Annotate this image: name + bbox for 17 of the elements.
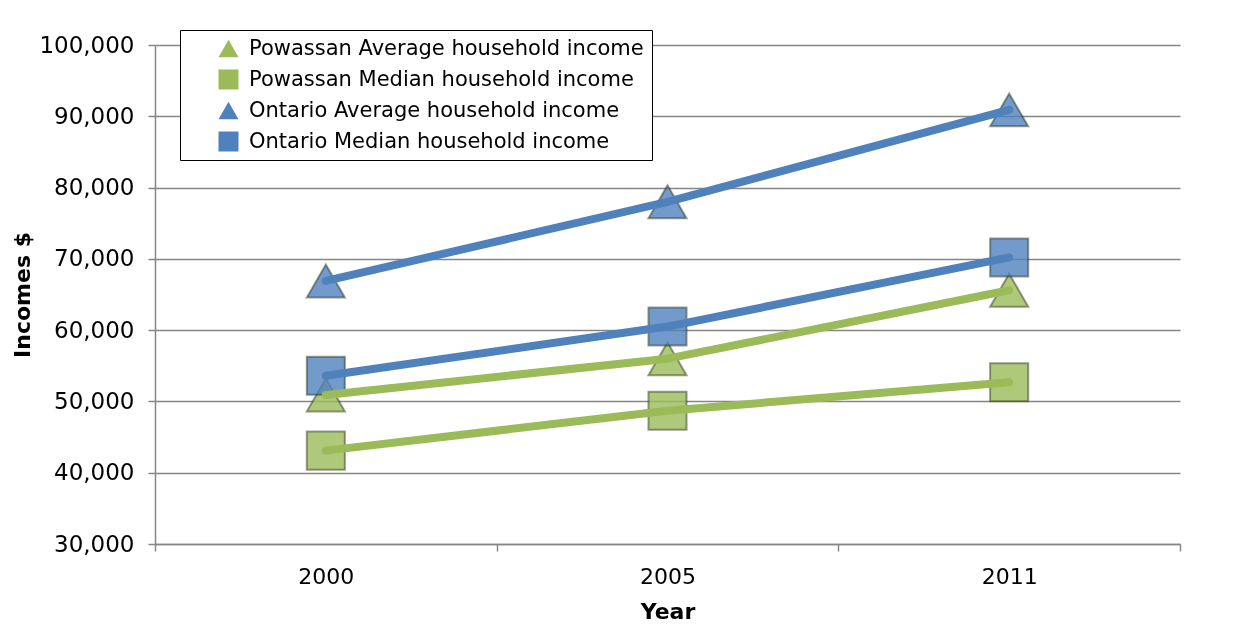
- y-tick-label: 30,000: [54, 530, 135, 557]
- y-tick-label: 90,000: [54, 102, 135, 129]
- y-tick-label: 60,000: [54, 316, 135, 343]
- x-axis-title: Year: [639, 598, 696, 624]
- y-tick-label: 70,000: [54, 245, 135, 272]
- x-tick-label: 2005: [640, 563, 696, 589]
- legend-label: Powassan Average household income: [249, 35, 644, 60]
- y-tick-label: 40,000: [54, 459, 135, 486]
- x-tick-label: 2000: [298, 563, 355, 589]
- y-tick-label: 100,000: [39, 31, 135, 58]
- legend-label: Powassan Median household income: [249, 66, 634, 91]
- x-tick-label: 2011: [981, 563, 1038, 589]
- legend-label: Ontario Average household income: [249, 97, 620, 122]
- y-axis-title: Incomes $: [10, 232, 36, 358]
- legend-label: Ontario Median household income: [249, 128, 610, 153]
- y-tick-label: 50,000: [54, 387, 135, 414]
- y-tick-label: 80,000: [54, 174, 135, 201]
